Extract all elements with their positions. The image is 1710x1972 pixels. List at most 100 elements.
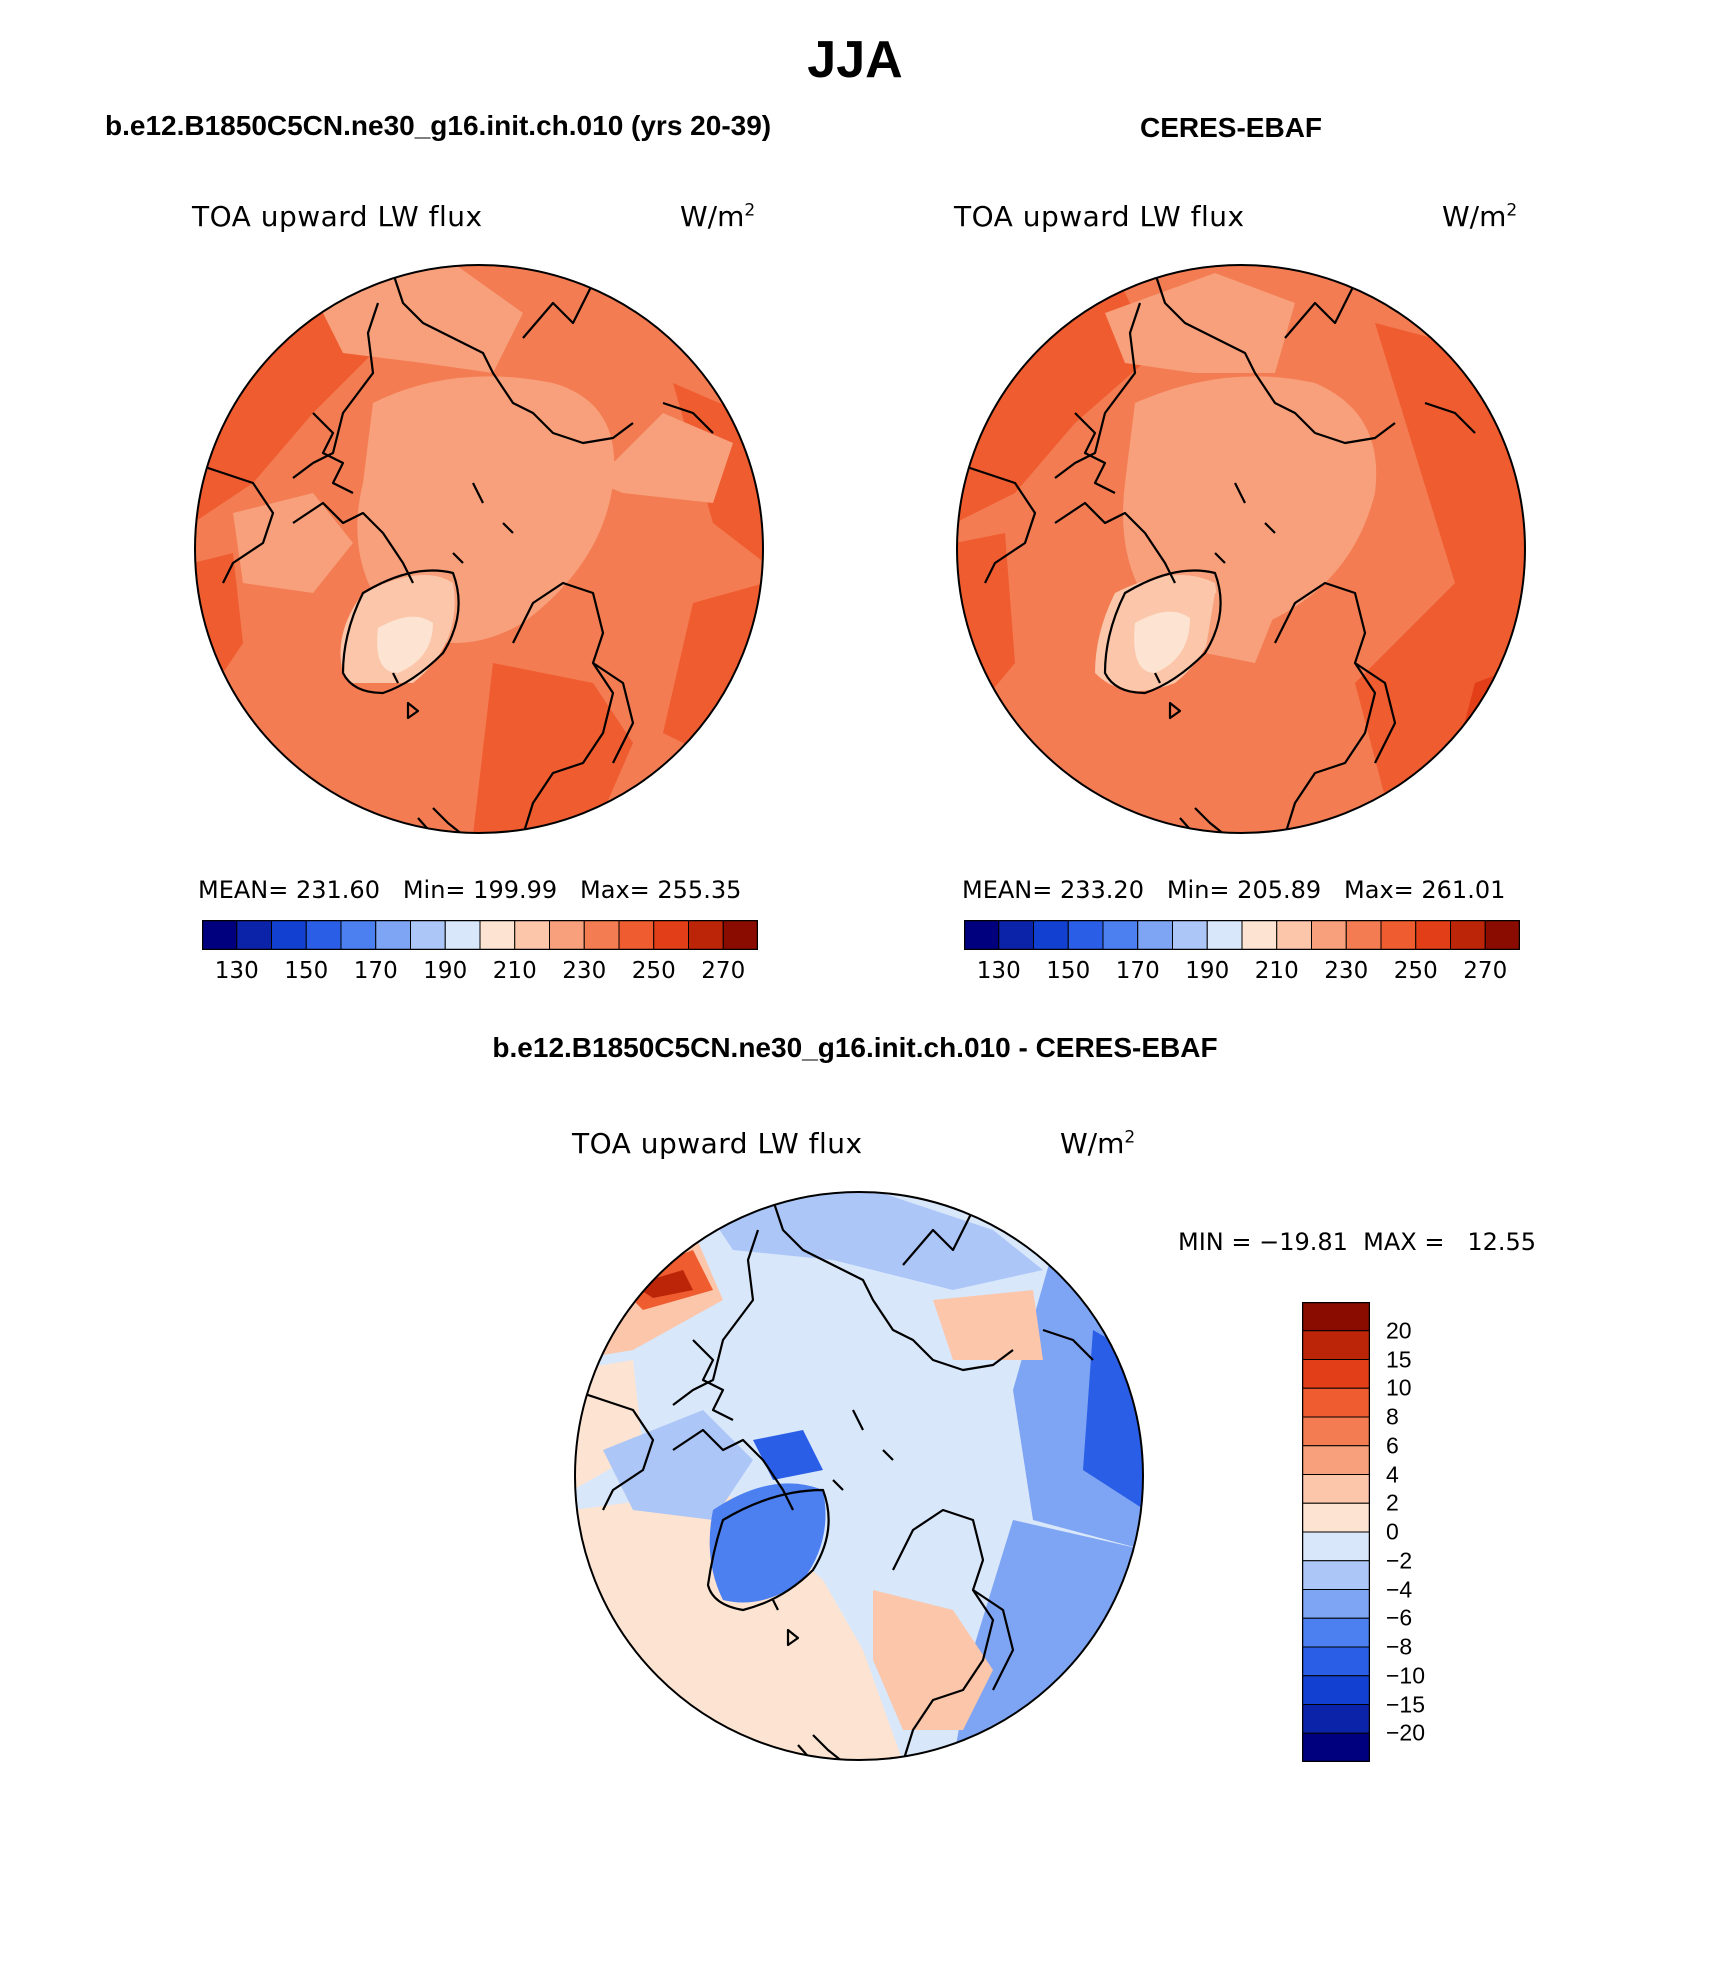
model-variable-label: TOA upward LW flux: [192, 200, 483, 233]
obs-colorbar-swatch: [1172, 920, 1208, 950]
diff-colorbar-swatch: [1302, 1646, 1370, 1677]
model-colorbar-tick-label: 190: [423, 958, 468, 984]
model-stats: MEAN= 231.60 Min= 199.99 Max= 255.35: [198, 876, 742, 904]
diff-colorbar-swatch: [1302, 1330, 1370, 1360]
obs-units-label: W/m2: [1442, 200, 1518, 233]
diff-variable-label: TOA upward LW flux: [572, 1127, 863, 1160]
diff-colorbar: [1302, 1302, 1370, 1762]
diff-units-label: W/m2: [1060, 1127, 1136, 1160]
obs-colorbar-swatch: [1276, 920, 1312, 950]
obs-colorbar-swatch: [1033, 920, 1069, 950]
diff-colorbar-swatch: [1302, 1531, 1370, 1562]
model-colorbar-tick-label: 130: [214, 958, 259, 984]
diff-colorbar-swatch: [1302, 1502, 1370, 1533]
diff-colorbar-tick-label: −4: [1386, 1576, 1413, 1602]
obs-colorbar-swatch: [1380, 920, 1417, 950]
main-title: JJA: [807, 31, 903, 89]
diff-colorbar-tick-label: −15: [1386, 1691, 1426, 1717]
diff-colorbar-swatch: [1302, 1445, 1370, 1475]
obs-colorbar-swatch: [1241, 920, 1278, 950]
diff-coastlines: [575, 1198, 1094, 1760]
obs-colorbar: [964, 920, 1520, 950]
model-colorbar: [202, 920, 758, 950]
obs-colorbar-tick-label: 250: [1393, 958, 1438, 984]
obs-colorbar-swatch: [1450, 920, 1486, 950]
obs-polar-map: [956, 264, 1526, 834]
obs-stats: MEAN= 233.20 Min= 205.89 Max= 261.01: [962, 876, 1506, 904]
obs-colorbar-tick-label: 270: [1463, 958, 1508, 984]
model-colorbar-swatch: [271, 920, 307, 950]
model-colorbar-tick-label: 230: [562, 958, 607, 984]
diff-colorbar-swatch: [1302, 1704, 1370, 1734]
diff-colorbar-tick-label: 8: [1386, 1403, 1399, 1430]
model-colorbar-swatch: [722, 920, 758, 950]
model-polar-map: [194, 264, 764, 834]
model-panel-header: b.e12.B1850C5CN.ne30_g16.init.ch.010 (yr…: [105, 110, 772, 141]
diff-colorbar-swatch: [1302, 1675, 1370, 1705]
obs-colorbar-tick-label: 130: [976, 958, 1021, 984]
obs-colorbar-labels: 130 150 170 190 210 230 250 270: [964, 958, 1520, 988]
model-colorbar-swatch: [202, 920, 238, 950]
model-colorbar-tick-label: 250: [631, 958, 676, 984]
diff-colorbar-tick-label: 4: [1386, 1461, 1399, 1487]
obs-colorbar-swatch: [998, 920, 1034, 950]
diff-colorbar-tick-label: 0: [1386, 1518, 1399, 1545]
obs-colorbar-swatch: [964, 920, 1000, 950]
model-colorbar-tick-label: 150: [284, 958, 329, 984]
diff-colorbar-swatch: [1302, 1560, 1370, 1590]
obs-colorbar-swatch: [1137, 920, 1173, 950]
diff-map-border: [574, 1191, 1144, 1761]
obs-colorbar-swatch: [1102, 920, 1139, 950]
model-colorbar-swatch: [375, 920, 411, 950]
model-coastlines: [195, 271, 714, 833]
diff-colorbar-swatch: [1302, 1474, 1370, 1504]
diff-polar-map: [574, 1191, 1144, 1761]
diff-colorbar-tick-label: 2: [1386, 1489, 1399, 1516]
diff-stats: MIN = −19.81 MAX = 12.55: [1178, 1228, 1537, 1256]
diff-colorbar-swatch: [1302, 1359, 1370, 1389]
model-colorbar-swatch: [688, 920, 724, 950]
model-colorbar-swatch: [618, 920, 655, 950]
diff-colorbar-swatch: [1302, 1387, 1370, 1418]
model-colorbar-swatch: [514, 920, 550, 950]
diff-colorbar-tick-label: −8: [1386, 1633, 1413, 1660]
diff-colorbar-swatch: [1302, 1732, 1370, 1762]
diff-colorbar-labels: 20 15 10 8 6 4 2 0 −2 −4 −6 −8 −10 −15 −20: [1386, 1302, 1466, 1762]
obs-panel-header: CERES-EBAF: [1140, 112, 1323, 143]
model-units-label: W/m2: [680, 200, 756, 233]
diff-colorbar-tick-label: 10: [1386, 1374, 1412, 1401]
diff-colorbar-swatch: [1302, 1302, 1370, 1332]
diff-panel-header: b.e12.B1850C5CN.ne30_g16.init.ch.010 - C…: [492, 1032, 1218, 1063]
diff-colorbar-tick-label: −6: [1386, 1604, 1413, 1631]
obs-colorbar-swatch: [1345, 920, 1382, 950]
model-colorbar-swatch: [653, 920, 689, 950]
obs-colorbar-swatch: [1067, 920, 1104, 950]
diff-colorbar-tick-label: 6: [1386, 1432, 1399, 1459]
diff-colorbar-tick-label: 15: [1386, 1346, 1412, 1372]
model-colorbar-tick-label: 170: [353, 958, 398, 984]
model-colorbar-swatch: [236, 920, 272, 950]
model-colorbar-swatch: [305, 920, 342, 950]
model-colorbar-swatch: [340, 920, 377, 950]
model-colorbar-tick-label: 210: [492, 958, 537, 984]
model-colorbar-swatch: [444, 920, 481, 950]
model-colorbar-swatch: [479, 920, 516, 950]
diff-colorbar-tick-label: 20: [1386, 1317, 1412, 1344]
obs-colorbar-tick-label: 150: [1046, 958, 1091, 984]
diff-greenland-field: [709, 1483, 826, 1603]
model-colorbar-labels: 130 150 170 190 210 230 250 270: [202, 958, 758, 988]
obs-colorbar-swatch: [1415, 920, 1451, 950]
obs-colorbar-tick-label: 210: [1254, 958, 1299, 984]
diff-colorbar-swatch: [1302, 1589, 1370, 1619]
obs-colorbar-swatch: [1311, 920, 1347, 950]
obs-arctic-ocean-field: [1123, 376, 1377, 633]
diff-colorbar-swatch: [1302, 1617, 1370, 1648]
model-colorbar-tick-label: 270: [701, 958, 746, 984]
obs-colorbar-tick-label: 170: [1115, 958, 1160, 984]
model-colorbar-swatch: [410, 920, 446, 950]
diff-colorbar-tick-label: −10: [1386, 1662, 1426, 1689]
obs-colorbar-swatch: [1484, 920, 1520, 950]
diff-colorbar-tick-label: −20: [1386, 1719, 1426, 1746]
obs-map-border: [956, 264, 1526, 834]
diff-colorbar-tick-label: −2: [1386, 1547, 1413, 1574]
